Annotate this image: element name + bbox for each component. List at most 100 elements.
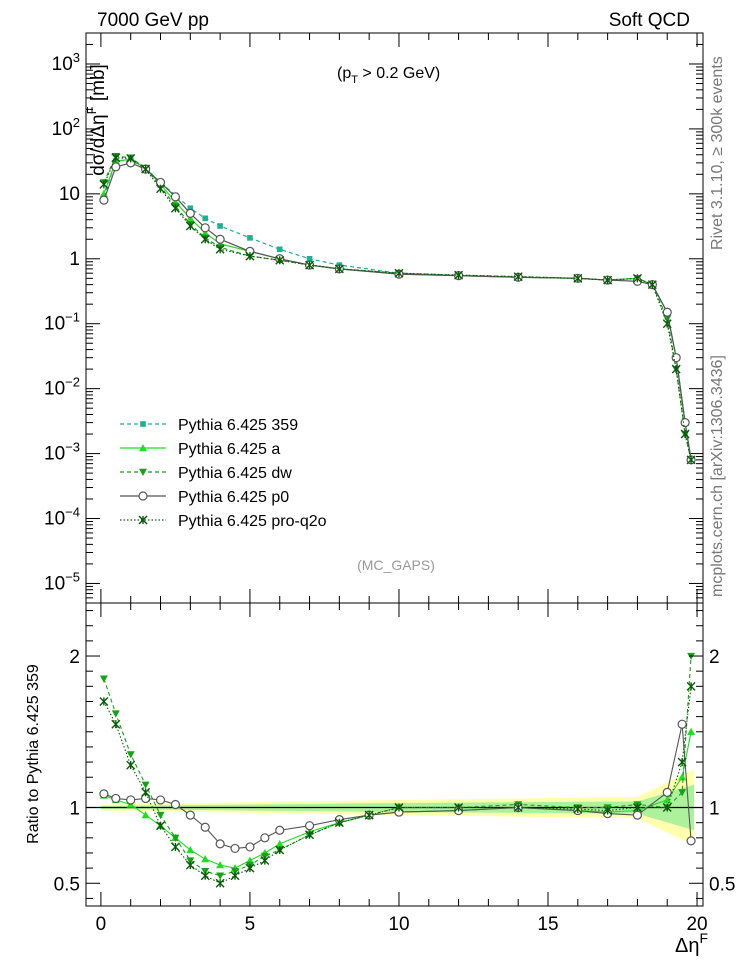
x-title-sup: F — [699, 930, 708, 946]
marker-q2o — [662, 803, 672, 813]
triangle-up-marker — [687, 727, 696, 735]
circle-marker — [230, 843, 240, 854]
marker-q2o — [334, 818, 344, 828]
y-tick-exp: 3 — [73, 50, 80, 65]
cut-annotation-rest: > 0.2 GeV) — [358, 65, 440, 82]
marker-q2o — [185, 221, 195, 231]
marker-dw — [141, 781, 150, 789]
y-tick-base: 10 — [44, 314, 65, 335]
circle-marker — [215, 234, 225, 244]
marker-q2o — [185, 860, 195, 870]
triangle-down-marker — [171, 834, 180, 842]
circle-marker — [138, 491, 148, 501]
triangle-up-marker — [186, 845, 195, 854]
circle-marker — [680, 418, 690, 428]
analysis-tag: (MC_GAPS) — [357, 557, 435, 573]
y-tick-base: 10 — [44, 444, 65, 465]
legend: Pythia 6.425 359 Pythia 6.425 a Pythia 6.4… — [120, 417, 327, 530]
triangle-down-marker — [216, 872, 225, 880]
y-tick-exp: −5 — [65, 569, 80, 584]
marker-a — [678, 773, 687, 781]
marker-q2o — [230, 871, 240, 881]
y-tick-label: 10−2 — [44, 375, 80, 400]
legend-label-p359: Pythia 6.425 359 — [178, 417, 298, 434]
circle-marker — [686, 836, 696, 846]
square-marker — [187, 205, 194, 212]
marker-q2o — [364, 810, 374, 820]
square-marker — [202, 215, 209, 222]
marker-p359 — [187, 205, 194, 212]
circle-marker — [111, 162, 121, 172]
x-axis-title: ΔηF — [675, 930, 708, 957]
cut-annotation-p: (p — [337, 65, 351, 82]
marker-p0 — [662, 787, 672, 797]
main-line-dw — [103, 155, 692, 461]
marker-q2o — [156, 821, 166, 831]
marker-dw — [139, 468, 147, 476]
marker-q2o — [245, 251, 255, 261]
triangle-down-marker — [156, 811, 165, 820]
header-left: 7000 GeV pp — [97, 10, 209, 31]
marker-q2o — [245, 863, 255, 873]
triangle-down-marker — [678, 789, 687, 797]
triangle-down-marker — [99, 675, 108, 683]
circle-marker — [111, 793, 121, 804]
marker-q2o — [305, 830, 315, 840]
marker-q2o — [141, 164, 151, 174]
x-tick-label: 20 — [686, 914, 707, 935]
marker-a — [201, 855, 210, 863]
triangle-up-marker — [275, 839, 284, 848]
circle-marker — [677, 719, 687, 729]
x-tick-label: 10 — [388, 914, 409, 935]
marker-q2o — [603, 275, 613, 285]
main-line-p359 — [103, 159, 692, 460]
ratio-line-p0 — [103, 724, 692, 849]
marker-q2o — [215, 878, 225, 888]
circle-marker — [170, 192, 181, 202]
triangle-down-marker — [139, 468, 147, 476]
marker-q2o — [513, 272, 523, 282]
main-line-a — [103, 158, 692, 460]
triangle-up-marker — [678, 773, 687, 781]
marker-dw — [99, 675, 108, 683]
legend-label-dw: Pythia 6.425 dw — [178, 465, 292, 482]
ratio-y-tick-label-right: 1 — [709, 799, 720, 820]
marker-q2o — [138, 515, 148, 525]
marker-dw — [186, 857, 195, 865]
ratio-y-tick-label: 1 — [69, 799, 80, 820]
marker-p359 — [217, 223, 223, 229]
y-title-unit: [mb] — [88, 64, 109, 106]
square-marker — [306, 255, 313, 262]
triangle-up-marker — [216, 861, 225, 869]
marker-p0 — [230, 843, 240, 854]
legend-label-q2o: Pythia 6.425 pro-q2o — [178, 513, 327, 530]
mcplots-label: mcplots.cern.ch [arXiv:1306.3436] — [709, 355, 726, 597]
marker-p0 — [138, 491, 148, 501]
marker-dw — [678, 789, 687, 797]
y-tick-base: 10 — [52, 54, 73, 75]
marker-q2o — [275, 845, 285, 855]
y-tick-label: 103 — [52, 50, 80, 75]
x-tick-label: 15 — [537, 914, 558, 935]
y-tick-exp: 2 — [73, 115, 80, 130]
rivet-label: Rivet 3.1.10, ≥ 300k events — [709, 56, 726, 250]
circle-marker — [632, 810, 643, 820]
marker-q2o — [686, 455, 696, 465]
marker-p0 — [170, 192, 181, 202]
marker-q2o — [215, 244, 225, 254]
triangle-up-marker — [663, 795, 672, 804]
marker-a — [186, 845, 195, 854]
y-tick-label: 10−1 — [44, 310, 80, 335]
marker-a — [141, 811, 150, 819]
header-right: Soft QCD — [609, 10, 690, 31]
triangle-down-marker — [201, 867, 210, 876]
triangle-down-marker — [141, 781, 150, 789]
marker-a — [663, 795, 672, 804]
marker-p0 — [304, 821, 315, 831]
marker-p0 — [680, 418, 690, 428]
ratio-y-tick-label-right: 2 — [709, 647, 720, 668]
marker-q2o — [260, 856, 270, 866]
triangle-down-marker — [111, 710, 120, 718]
marker-p0 — [99, 789, 109, 799]
marker-q2o — [170, 203, 180, 213]
